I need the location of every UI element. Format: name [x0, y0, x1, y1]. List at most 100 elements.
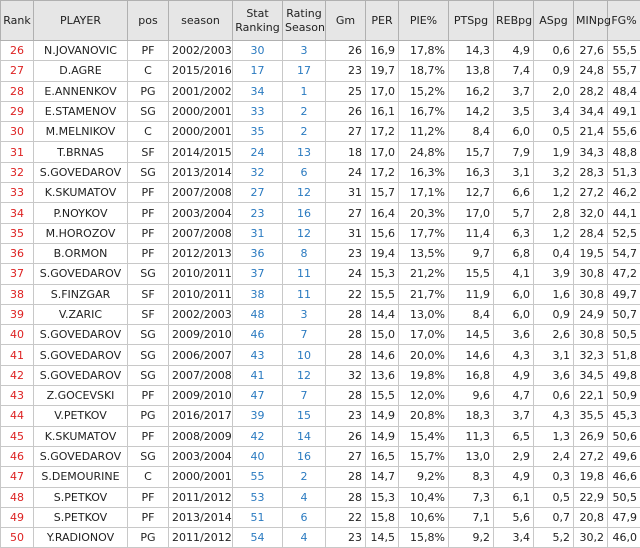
column-header[interactable]: MINpg [573, 0, 611, 41]
table-cell: 16,7% [398, 100, 449, 123]
column-header[interactable]: pos [127, 0, 169, 41]
table-cell: M.MELNIKOV [33, 121, 128, 143]
table-cell: 4,9 [493, 466, 534, 488]
table-cell: 6,5 [493, 425, 534, 447]
table-cell: T.BRNAS [33, 141, 128, 163]
table-cell: 7 [282, 324, 326, 346]
table-cell: 48 [0, 486, 34, 508]
table-cell: K.SKUMATOV [33, 182, 128, 204]
table-cell: 11,2% [398, 121, 449, 143]
table-cell: 13,0 [448, 445, 494, 468]
table-row: 50 Y.RADIONOV PG 2011/2012 54 4 23 14,5 15,8% 9,2… [0, 527, 640, 548]
table-row: 36 B.ORMON PF 2012/2013 36 8 23 19,4 13,5% 9,7 6,8… [0, 242, 640, 265]
column-header[interactable]: REBpg [493, 0, 534, 41]
table-cell: 0,7 [533, 506, 574, 529]
table-cell: 31 [232, 222, 283, 244]
table-cell: 11,3 [448, 425, 494, 447]
table-row: 49 S.PETKOV PF 2013/2014 51 6 22 15,8 10,6% 7,1 5,… [0, 506, 640, 529]
table-cell: 28 [325, 324, 366, 346]
table-cell: 49,7 [607, 283, 640, 305]
table-row: 26 N.JOVANOVIC PF 2002/2003 30 3 26 16,9 17,8% 14… [0, 39, 640, 62]
column-header[interactable]: ASpg [533, 0, 574, 41]
table-cell: 4,9 [493, 39, 534, 62]
table-cell: 14,9 [365, 425, 399, 447]
table-cell: 32,3 [573, 344, 608, 366]
table-cell: 10 [282, 344, 326, 366]
table-cell: 39 [0, 303, 34, 326]
table-cell: 6,0 [493, 303, 534, 326]
column-header[interactable]: Rating Season [282, 0, 326, 41]
table-cell: C [127, 121, 169, 143]
table-cell: 16 [282, 202, 326, 224]
table-row: 45 K.SKUMATOV PF 2008/2009 42 14 26 14,9 15,4% 11… [0, 425, 640, 447]
table-cell: 17,0 [448, 202, 494, 224]
table-cell: SG [127, 100, 169, 123]
table-cell: 4,3 [493, 344, 534, 366]
table-cell: 16,5 [365, 445, 399, 468]
header-row: Rank PLAYER pos season Stat Ranking Rating Se… [0, 0, 640, 41]
table-cell: 20,8% [398, 405, 449, 427]
column-header[interactable]: season [168, 0, 233, 41]
column-header[interactable]: Gm [325, 0, 366, 41]
column-header[interactable]: PER [365, 0, 399, 41]
column-header[interactable]: PIE% [398, 0, 449, 41]
table-cell: 12 [282, 364, 326, 387]
table-cell: 30,8 [573, 283, 608, 305]
table-cell: 9,2% [398, 466, 449, 488]
table-cell: PF [127, 222, 169, 244]
table-cell: 0,5 [533, 121, 574, 143]
table-cell: 33 [232, 100, 283, 123]
table-cell: 8 [282, 242, 326, 265]
table-cell: 28,3 [573, 161, 608, 184]
table-cell: 2015/2016 [168, 60, 233, 82]
table-cell: S.PETKOV [33, 486, 128, 508]
table-cell: 49 [0, 506, 34, 529]
table-cell: PF [127, 425, 169, 447]
table-cell: PF [127, 242, 169, 265]
table-cell: K.SKUMATOV [33, 425, 128, 447]
table-cell: 2010/2011 [168, 263, 233, 285]
column-header[interactable]: PLAYER [33, 0, 128, 41]
table-cell: 47,2 [607, 263, 640, 285]
table-cell: 37 [232, 263, 283, 285]
table-cell: 2006/2007 [168, 344, 233, 366]
table-cell: 16,8 [448, 364, 494, 387]
column-header[interactable]: Rank [0, 0, 34, 41]
table-cell: 54,7 [607, 242, 640, 265]
table-cell: 8,3 [448, 466, 494, 488]
table-cell: 15,5 [365, 283, 399, 305]
table-cell: 53 [232, 486, 283, 508]
table-cell: 15,8% [398, 527, 449, 548]
table-cell: 19,8% [398, 364, 449, 387]
table-cell: 24,8% [398, 141, 449, 163]
column-header[interactable]: PTSpg [448, 0, 494, 41]
table-body: 26 N.JOVANOVIC PF 2002/2003 30 3 26 16,9 17,8% 14… [0, 39, 640, 548]
table-cell: 55,6 [607, 121, 640, 143]
table-cell: 17,0 [365, 80, 399, 102]
table-cell: 2014/2015 [168, 141, 233, 163]
table-cell: 14,5 [365, 527, 399, 548]
table-cell: 2010/2011 [168, 283, 233, 305]
table-cell: 51,8 [607, 344, 640, 366]
table-cell: 13 [282, 141, 326, 163]
table-cell: 2016/2017 [168, 405, 233, 427]
column-header[interactable]: Stat Ranking [232, 0, 283, 41]
table-cell: 3 [282, 303, 326, 326]
table-cell: 4,1 [493, 263, 534, 285]
table-cell: 46 [0, 445, 34, 468]
table-cell: 6,0 [493, 283, 534, 305]
table-row: 28 E.ANNENKOV PG 2001/2002 34 1 25 17,0 15,2% 16,… [0, 80, 640, 102]
column-header[interactable]: FG% [607, 0, 640, 41]
table-cell: 27 [0, 60, 34, 82]
table-cell: 3 [282, 39, 326, 62]
table-cell: 38 [0, 283, 34, 305]
table-cell: 2 [282, 121, 326, 143]
table-cell: E.STAMENOV [33, 100, 128, 123]
table-row: 33 K.SKUMATOV PF 2007/2008 27 12 31 15,7 17,1% 12… [0, 182, 640, 204]
table-cell: 10,4% [398, 486, 449, 508]
table-cell: 29 [0, 100, 34, 123]
table-cell: 31 [325, 222, 366, 244]
table-cell: 14,5 [448, 324, 494, 346]
table-cell: 50,5 [607, 324, 640, 346]
